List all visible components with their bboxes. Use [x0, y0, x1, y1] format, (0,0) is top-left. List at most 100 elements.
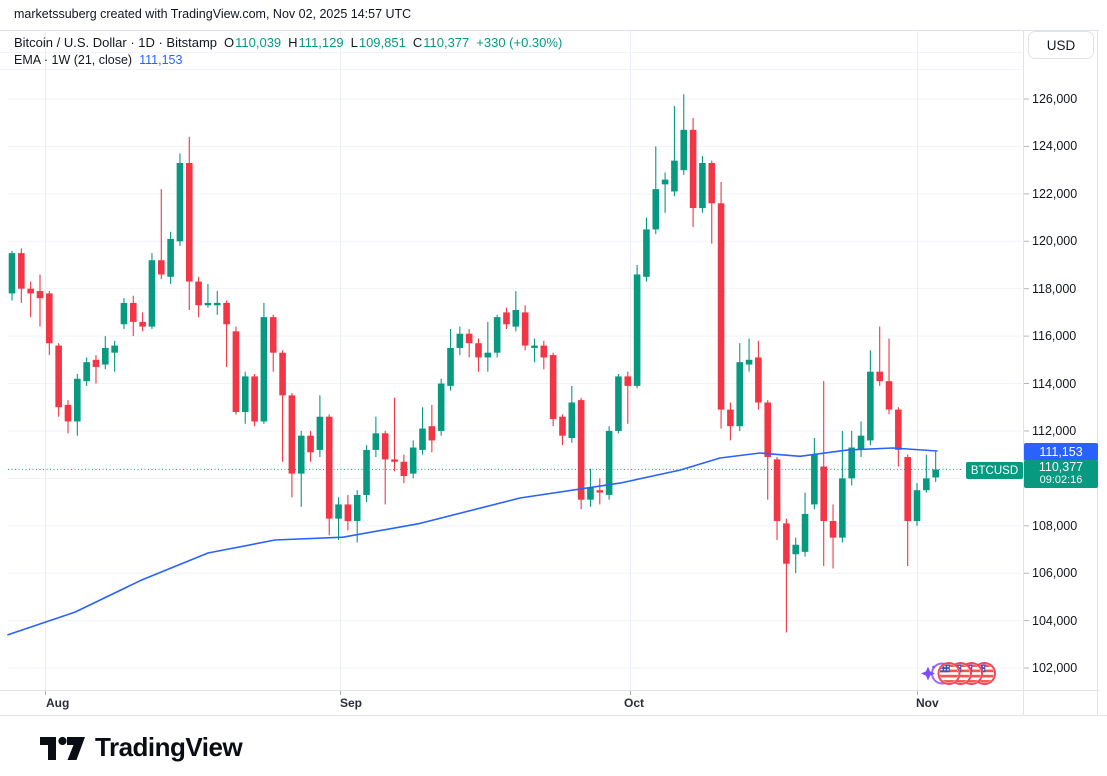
candle: [335, 497, 342, 541]
candle: [605, 426, 613, 500]
event-markers[interactable]: [918, 657, 1004, 691]
us-flag-event-icons[interactable]: [937, 662, 996, 685]
candle: [932, 451, 939, 482]
candle: [111, 340, 118, 372]
candle: [904, 454, 911, 567]
change-value: +330 (+0.30%): [476, 35, 563, 50]
price-axis-label: 108,000: [1032, 518, 1078, 533]
candle: [157, 189, 165, 280]
candle: [241, 371, 249, 424]
candle: [204, 283, 212, 308]
candle: [27, 281, 34, 318]
candle: [867, 350, 874, 446]
candle: [540, 340, 548, 370]
close-value: 110,377: [423, 35, 470, 50]
candle: [559, 414, 566, 446]
candle: [493, 314, 501, 358]
open-label: O: [224, 35, 235, 50]
candle: [876, 326, 883, 386]
symbol-title: Bitcoin / U.S. Dollar · 1D · Bitstamp: [14, 35, 217, 50]
candle: [74, 374, 81, 436]
candle: [624, 371, 632, 424]
candle: [251, 374, 258, 427]
symbol-price-tag[interactable]: BTCUSD: [966, 462, 1023, 479]
candle: [167, 231, 174, 284]
sparkle-icon: [921, 666, 935, 681]
axis-tick-marks: [45, 98, 1029, 695]
candle: [409, 440, 417, 479]
candle: [185, 136, 193, 311]
price-axis-label: 112,000: [1032, 423, 1077, 438]
currency-toggle-button[interactable]: USD: [1028, 31, 1094, 59]
candle: [820, 381, 828, 567]
high-label: H: [288, 35, 298, 50]
indicator-name: EMA · 1W (21, close): [14, 53, 133, 67]
candle: [801, 492, 809, 557]
ema-price-axis-label: 111,153: [1024, 443, 1098, 461]
candle: [885, 338, 893, 415]
sparkle-dot-icon: [932, 665, 935, 669]
price-axis-label: 122,000: [1032, 186, 1078, 201]
candle: [913, 483, 921, 526]
price-axis-label: 126,000: [1032, 92, 1078, 106]
candle: [923, 454, 930, 493]
candle: [55, 343, 62, 417]
candle: [18, 248, 25, 303]
bar-countdown: 09:02:16: [1039, 474, 1083, 486]
candle: [484, 321, 492, 372]
candle: [652, 146, 660, 235]
candle: [661, 172, 669, 213]
price-axis-label: 116,000: [1032, 329, 1077, 344]
candle: [633, 264, 641, 389]
time-axis-label: Oct: [624, 696, 645, 710]
price-axis-label: 124,000: [1032, 139, 1078, 154]
candle: [381, 430, 389, 505]
last-price-value: 110,377: [1038, 460, 1084, 474]
candle: [895, 407, 902, 467]
candle: [64, 400, 72, 434]
high-value: 111,129: [298, 35, 344, 50]
time-axis-label: Aug: [46, 696, 70, 710]
candle: [447, 328, 454, 391]
candle: [232, 326, 240, 415]
indicator-value: 111,153: [139, 53, 183, 67]
candle: [596, 478, 604, 505]
last-price-axis-label: 110,377 09:02:16: [1024, 460, 1098, 488]
time-axis-label: Nov: [916, 696, 939, 710]
candle: [279, 350, 286, 462]
candle: [428, 404, 436, 453]
price-axis-label: 114,000: [1032, 376, 1077, 391]
candle: [792, 537, 800, 574]
candle: [400, 454, 408, 484]
candle: [269, 314, 277, 372]
candle: [531, 338, 538, 363]
candle: [120, 298, 128, 329]
candle: [839, 430, 846, 543]
indicator-legend-row[interactable]: EMA · 1W (21, close) 111,153: [14, 53, 182, 67]
tradingview-logo-text: TradingView: [95, 732, 243, 762]
close-label: C: [412, 35, 423, 50]
candle: [213, 291, 221, 315]
price-axis-label: 106,000: [1032, 566, 1078, 581]
price-axis-label: 102,000: [1032, 661, 1078, 675]
ema-line: [7, 447, 938, 636]
tradingview-logo[interactable]: TradingView: [40, 732, 243, 763]
symbol-legend-row[interactable]: Bitcoin / U.S. Dollar · 1D · Bitstamp O 1…: [14, 35, 562, 50]
candle: [727, 402, 734, 441]
candle: [307, 430, 314, 462]
candle: [176, 153, 184, 247]
tradingview-logo-mark: [40, 736, 85, 760]
candle: [92, 355, 100, 384]
candle: [615, 374, 622, 434]
candle: [465, 328, 473, 358]
us-flag-icon[interactable]: [937, 662, 961, 685]
candle: [512, 291, 520, 332]
candle: [755, 340, 762, 410]
horizontal-gridlines: [8, 98, 1022, 669]
candle: [503, 307, 510, 329]
candle: [857, 421, 865, 458]
time-axis-label: Sep: [340, 696, 363, 710]
candle: [353, 490, 361, 543]
candlestick-series: [8, 94, 939, 633]
